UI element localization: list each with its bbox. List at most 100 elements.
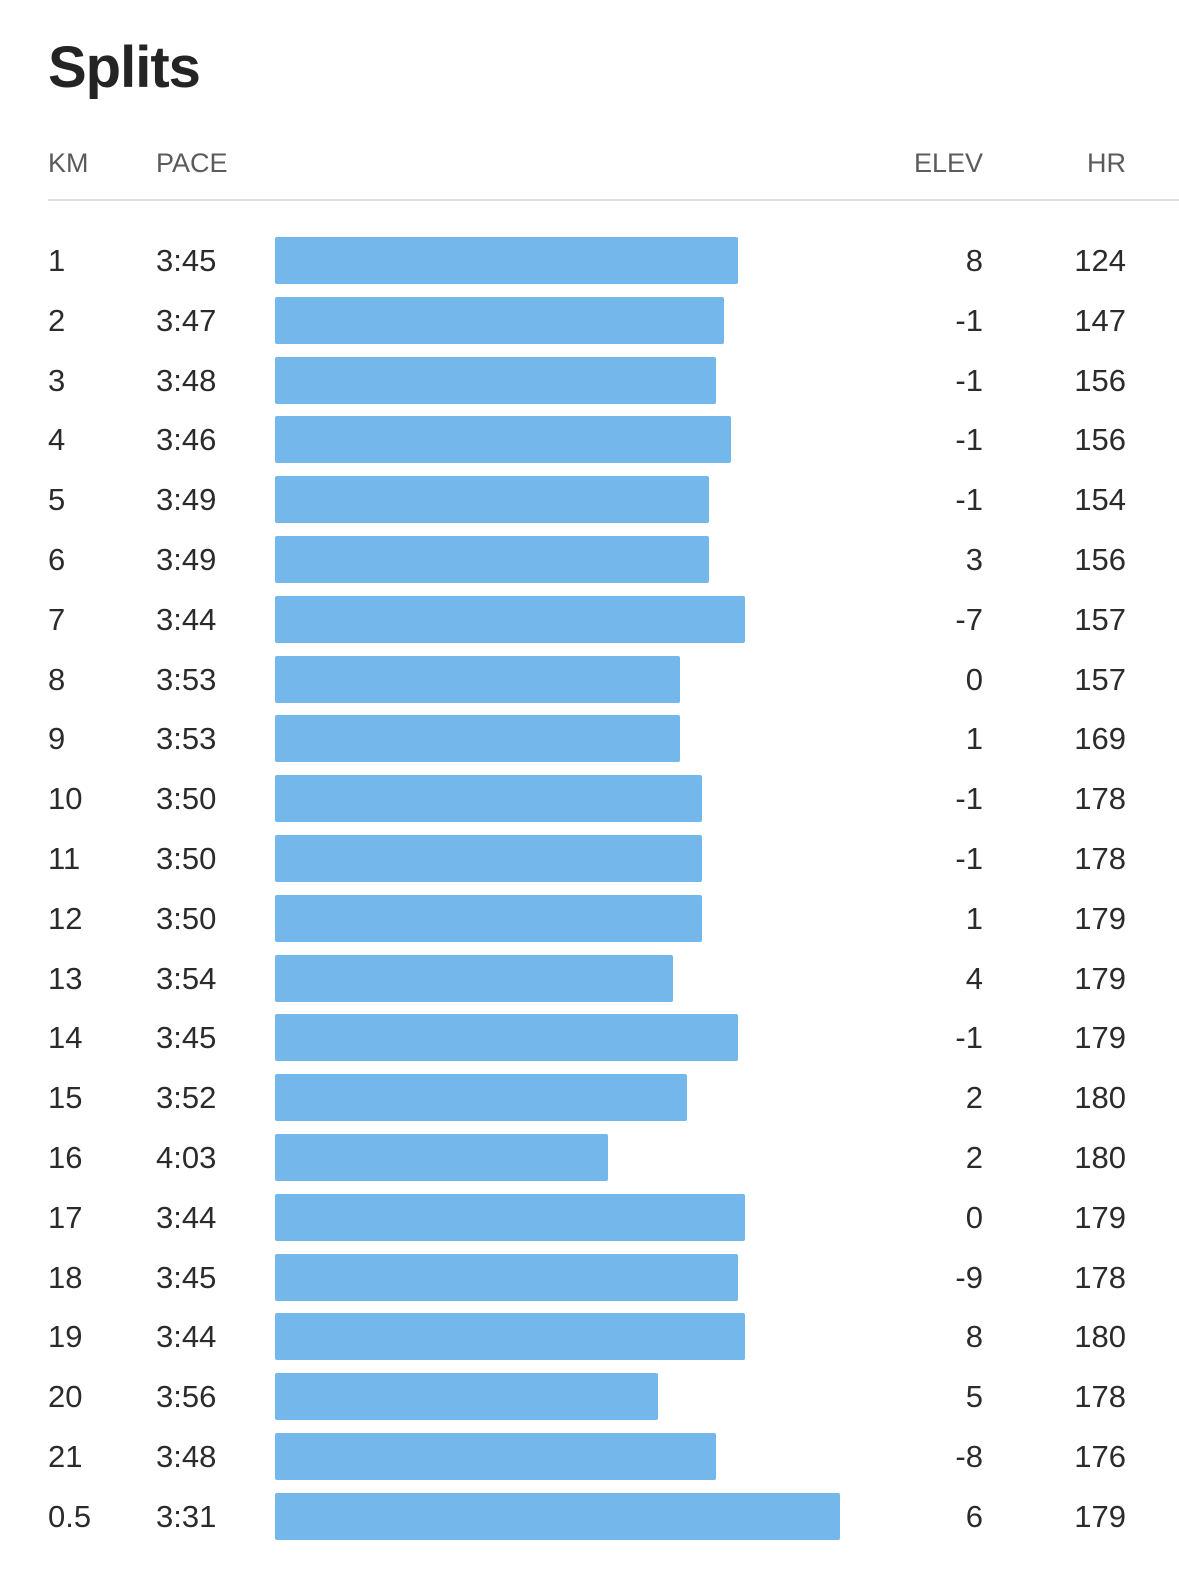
split-hr: 179 <box>1074 1199 1126 1235</box>
split-elev: -1 <box>955 302 983 338</box>
table-row[interactable]: 12 3:50 1 179 <box>0 888 1179 948</box>
split-hr: 156 <box>1074 541 1126 577</box>
pace-bar <box>275 894 702 942</box>
split-km: 21 <box>48 1438 83 1474</box>
split-elev: -1 <box>955 422 983 458</box>
table-row[interactable]: 7 3:44 -7 157 <box>0 589 1179 649</box>
split-km: 4 <box>48 422 66 458</box>
pace-bar <box>275 237 738 284</box>
split-pace: 3:31 <box>156 1498 217 1534</box>
pace-bar <box>275 1432 717 1480</box>
split-hr: 157 <box>1074 661 1126 697</box>
split-pace: 3:44 <box>156 1319 217 1355</box>
table-row[interactable]: 4 3:46 -1 156 <box>0 409 1179 469</box>
split-km: 5 <box>48 482 66 518</box>
split-km: 13 <box>48 960 83 996</box>
pace-bar <box>275 834 702 882</box>
split-km: 1 <box>48 243 66 278</box>
table-row[interactable]: 6 3:49 3 156 <box>0 529 1179 589</box>
split-km: 16 <box>48 1139 83 1175</box>
split-km: 11 <box>48 840 81 876</box>
split-pace: 3:48 <box>156 1438 217 1474</box>
split-km: 7 <box>48 601 66 637</box>
split-pace: 3:53 <box>156 661 217 697</box>
split-elev: 2 <box>965 1080 983 1116</box>
split-pace: 3:45 <box>156 1259 217 1295</box>
table-row[interactable]: 13 3:54 4 179 <box>0 948 1179 1008</box>
table-row[interactable]: 2 3:47 -1 147 <box>0 290 1179 350</box>
split-pace: 3:49 <box>156 541 217 577</box>
split-pace: 3:47 <box>156 302 217 338</box>
split-hr: 156 <box>1074 422 1126 458</box>
split-elev: 0 <box>965 1199 983 1235</box>
split-hr: 124 <box>1074 243 1126 278</box>
split-km: 19 <box>48 1319 83 1355</box>
split-km: 9 <box>48 721 66 757</box>
table-row[interactable]: 8 3:53 0 157 <box>0 649 1179 709</box>
table-row[interactable]: 19 3:44 8 180 <box>0 1306 1179 1366</box>
header-hr: HR <box>1087 148 1126 178</box>
split-hr: 180 <box>1074 1319 1126 1355</box>
pace-bar <box>275 1074 688 1122</box>
split-hr: 180 <box>1074 1139 1126 1175</box>
table-row[interactable]: 16 4:03 2 180 <box>0 1127 1179 1187</box>
pace-bar <box>275 1313 746 1361</box>
split-elev: -1 <box>955 1020 983 1056</box>
pace-bar <box>275 655 680 703</box>
split-km: 12 <box>48 900 83 936</box>
table-row[interactable]: 15 3:52 2 180 <box>0 1067 1179 1127</box>
split-pace: 3:53 <box>156 721 217 757</box>
table-row[interactable]: 10 3:50 -1 178 <box>0 768 1179 828</box>
split-elev: 6 <box>965 1498 983 1534</box>
split-pace: 3:52 <box>156 1080 217 1116</box>
header-km: KM <box>48 148 89 178</box>
split-elev: -1 <box>955 362 983 398</box>
split-hr: 178 <box>1074 1379 1126 1415</box>
split-km: 3 <box>48 362 66 398</box>
split-elev: 8 <box>965 243 983 278</box>
pace-bar <box>275 1193 746 1241</box>
table-row[interactable]: 21 3:48 -8 176 <box>0 1426 1179 1486</box>
table-row[interactable]: 5 3:49 -1 154 <box>0 469 1179 529</box>
table-row[interactable]: 11 3:50 -1 178 <box>0 828 1179 888</box>
pace-bar <box>275 535 709 583</box>
split-pace: 3:44 <box>156 601 217 637</box>
splits-table-header: KM PACE ELEV HR <box>0 140 1179 186</box>
table-row[interactable]: 1 3:45 8 124 <box>0 230 1179 290</box>
pace-bar <box>275 416 731 464</box>
split-pace: 3:46 <box>156 422 217 458</box>
split-elev: 2 <box>965 1139 983 1175</box>
header-elev: ELEV <box>913 148 983 178</box>
split-elev: -1 <box>955 840 983 876</box>
pace-bar <box>275 1253 738 1301</box>
split-pace: 3:50 <box>156 840 217 876</box>
table-row[interactable]: 14 3:45 -1 179 <box>0 1007 1179 1067</box>
split-hr: 156 <box>1074 362 1126 398</box>
split-elev: 1 <box>965 721 983 757</box>
pace-bar <box>275 954 673 1002</box>
split-pace: 3:49 <box>156 482 217 518</box>
header-divider <box>48 199 1179 201</box>
split-elev: 3 <box>965 541 983 577</box>
table-row[interactable]: 18 3:45 -9 178 <box>0 1247 1179 1307</box>
split-elev: 0 <box>965 661 983 697</box>
split-hr: 179 <box>1074 1498 1126 1534</box>
table-row[interactable]: 3 3:48 -1 156 <box>0 350 1179 410</box>
table-row[interactable]: 0.5 3:31 6 179 <box>0 1486 1179 1546</box>
pace-bar <box>275 476 709 524</box>
pace-bar <box>275 1014 738 1062</box>
split-elev: -9 <box>955 1259 983 1295</box>
split-elev: -1 <box>955 482 983 518</box>
table-row[interactable]: 20 3:56 5 178 <box>0 1366 1179 1426</box>
pace-bar <box>275 296 724 344</box>
split-elev: -1 <box>955 781 983 817</box>
split-hr: 176 <box>1074 1438 1126 1474</box>
split-hr: 179 <box>1074 960 1126 996</box>
header-pace: PACE <box>156 148 228 178</box>
table-row[interactable]: 9 3:53 1 169 <box>0 708 1179 768</box>
split-pace: 3:50 <box>156 781 217 817</box>
split-pace: 4:03 <box>156 1139 217 1175</box>
split-pace: 3:45 <box>156 1020 217 1056</box>
table-row[interactable]: 17 3:44 0 179 <box>0 1187 1179 1247</box>
split-hr: 147 <box>1074 302 1126 338</box>
